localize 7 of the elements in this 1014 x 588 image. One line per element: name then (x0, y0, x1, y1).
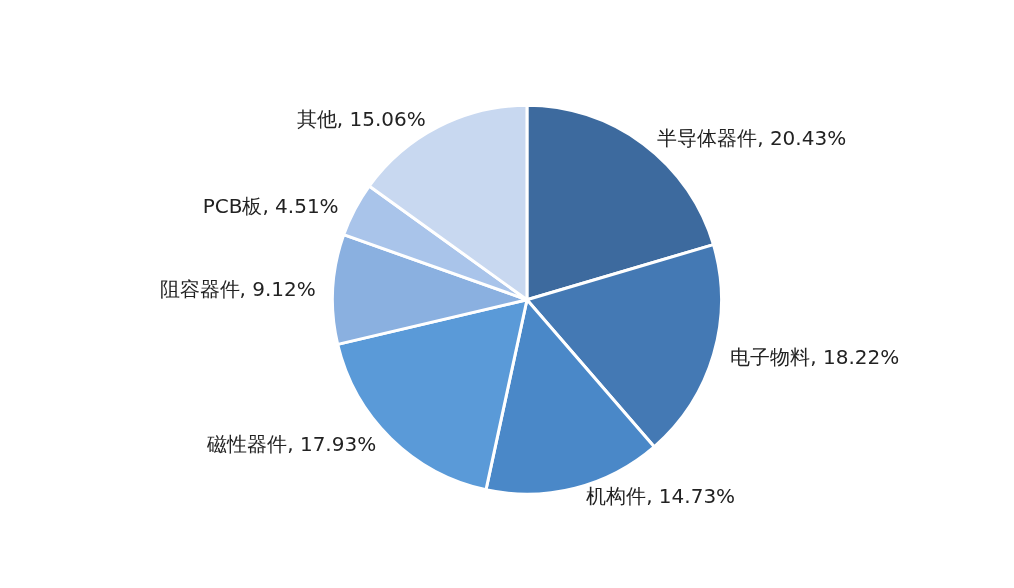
slice-label: 阻容器件, 9.12% (159, 276, 316, 301)
slice-label: 机构件, 14.73% (586, 483, 736, 508)
slice-label: PCB板, 4.51% (202, 193, 339, 218)
slice-label: 电子物料, 18.22% (730, 344, 900, 369)
slice-label: 半导体器件, 20.43% (657, 125, 847, 150)
slice-label: 其他, 15.06% (296, 107, 426, 132)
slice-label: 磁性器件, 17.93% (206, 432, 377, 457)
